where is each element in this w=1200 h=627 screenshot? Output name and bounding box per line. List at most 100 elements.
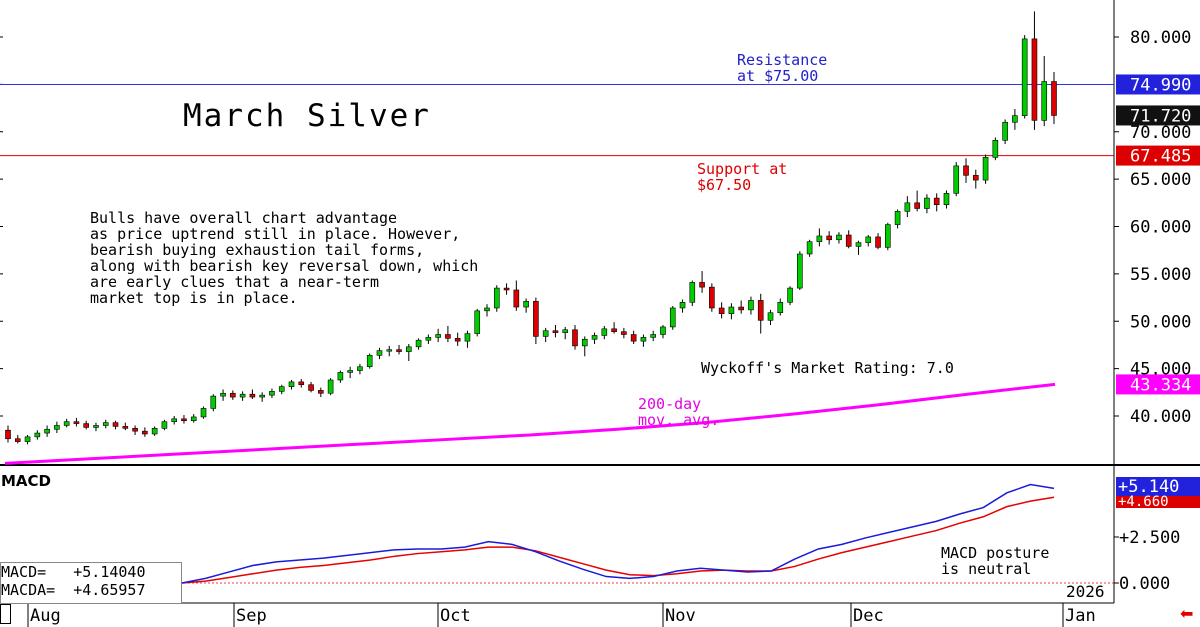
- candle-body: [630, 334, 637, 342]
- candle-body: [102, 422, 109, 426]
- y-tick-label: 70.000: [1130, 123, 1191, 143]
- candle-body: [249, 393, 256, 398]
- moving-average-label: 200-day mov. avg.: [638, 395, 720, 429]
- candle-body: [552, 330, 559, 333]
- candle-body: [728, 306, 735, 314]
- candle-body: [288, 381, 295, 387]
- candle-body: [709, 286, 715, 309]
- market-rating: Wyckoff's Market Rating: 7.0: [701, 359, 954, 377]
- candle-body: [83, 423, 90, 428]
- candle-body: [904, 202, 911, 212]
- candle-body: [239, 393, 246, 398]
- candle-body: [797, 253, 803, 289]
- candle-body: [376, 350, 383, 356]
- y-tick-label: 65.000: [1130, 170, 1191, 190]
- candle-body: [44, 428, 50, 434]
- chart-commentary: Bulls have overall chart advantage as pr…: [90, 209, 479, 307]
- candle-body: [220, 392, 226, 397]
- candle-body: [972, 175, 979, 181]
- candle-body: [943, 193, 950, 206]
- back-arrow-icon[interactable]: ⬅: [1180, 604, 1194, 623]
- y-tick-label: 50.000: [1130, 312, 1191, 332]
- candle-body: [1031, 38, 1038, 121]
- price-tag: [1116, 145, 1200, 166]
- candle-body: [523, 301, 529, 308]
- candle-body: [200, 408, 207, 418]
- candle-body: [298, 381, 305, 386]
- candle-body: [34, 432, 41, 438]
- candle-body: [425, 337, 432, 341]
- macd-tick-label: +2.500: [1119, 528, 1180, 548]
- candle-body: [112, 422, 119, 427]
- macd-tag: [1116, 477, 1200, 496]
- candle-body: [474, 310, 481, 334]
- candle-body: [894, 211, 901, 225]
- candle-body: [415, 339, 422, 348]
- macd-tick-label: 0.000: [1119, 574, 1170, 594]
- candle-body: [308, 384, 314, 391]
- candle-body: [1051, 81, 1057, 116]
- candle-body: [787, 287, 793, 303]
- candle-body: [875, 236, 881, 248]
- candle-body: [63, 421, 70, 426]
- candle-body: [757, 300, 764, 321]
- candle-body: [621, 331, 627, 335]
- candle-body: [767, 312, 774, 321]
- month-label: Oct: [440, 606, 471, 626]
- price-tag-label: 71.720: [1130, 106, 1191, 126]
- candle-body: [73, 421, 80, 424]
- candle-body: [54, 425, 60, 430]
- macda-tag-label: +4.660: [1118, 494, 1169, 510]
- y-tick-label: 60.000: [1130, 218, 1191, 238]
- candle-body: [748, 300, 754, 311]
- candle-body: [699, 282, 705, 288]
- macd-posture-note: MACD posture is neutral: [941, 544, 1050, 578]
- month-label: Jan: [1065, 606, 1096, 626]
- candle-body: [1012, 115, 1018, 123]
- candle-body: [484, 307, 490, 312]
- candle-body: [396, 349, 402, 352]
- macda-line: [181, 496, 1055, 584]
- candle-body: [503, 287, 510, 291]
- month-label: Dec: [853, 606, 884, 626]
- year-label: 2026: [1066, 582, 1105, 601]
- price-tag-label: 74.990: [1130, 75, 1191, 95]
- candle-body: [924, 197, 930, 209]
- candle-body: [562, 329, 569, 333]
- candle-body: [24, 436, 31, 442]
- candle-body: [435, 334, 441, 338]
- candle-body: [689, 282, 696, 303]
- candle-body: [337, 372, 344, 381]
- resistance-annotation: Resistance at $75.00: [737, 51, 828, 85]
- candle-body: [640, 337, 647, 342]
- candle-body: [885, 224, 891, 248]
- candle-body: [542, 330, 549, 337]
- candle-body: [181, 418, 187, 422]
- scroll-left-box[interactable]: [0, 604, 11, 624]
- macd-readout: MACD= +5.14040 MACDA= +4.65957: [0, 562, 182, 604]
- month-label: Nov: [665, 606, 696, 626]
- candle-body: [816, 235, 823, 242]
- macd-line: [181, 483, 1055, 584]
- candle-body: [581, 338, 588, 347]
- candle-body: [357, 366, 363, 371]
- macd-panel-label: MACD: [1, 472, 51, 490]
- candle-body: [806, 241, 813, 255]
- candle-body: [845, 234, 852, 247]
- candle-body: [572, 329, 578, 347]
- candle-body: [230, 392, 236, 398]
- candle-body: [855, 242, 862, 247]
- candle-body: [718, 307, 725, 314]
- candle-body: [386, 349, 393, 352]
- support-annotation: Support at $67.50: [697, 160, 788, 194]
- price-tag-label: 67.485: [1130, 147, 1191, 167]
- candle-body: [982, 157, 989, 181]
- price-tag: [1116, 74, 1200, 95]
- candle-body: [122, 426, 129, 429]
- candle-body: [611, 328, 617, 332]
- candle-body: [210, 395, 217, 409]
- candle-body: [1021, 38, 1028, 116]
- candle-body: [406, 346, 412, 352]
- candle-body: [591, 335, 598, 340]
- candle-body: [454, 338, 461, 342]
